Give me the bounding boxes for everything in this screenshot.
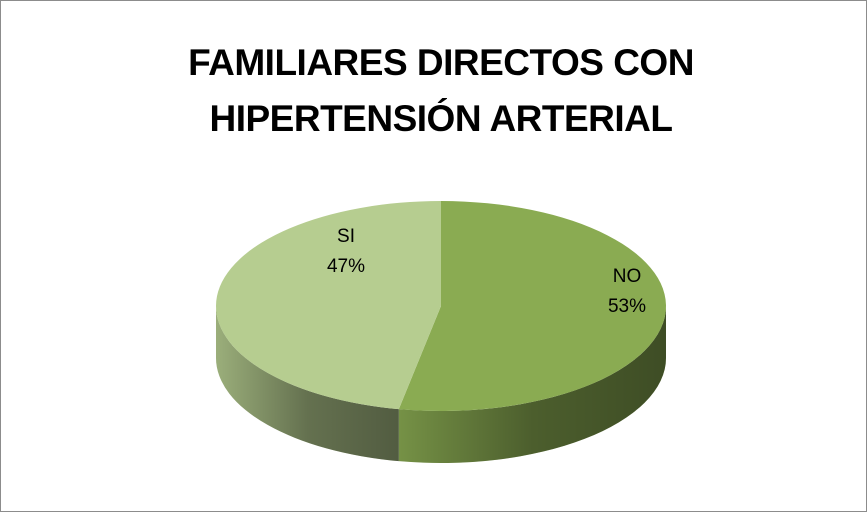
slice-value-label: 53% <box>608 296 646 317</box>
pie-slice <box>398 201 666 411</box>
pie-slice <box>215 201 441 410</box>
chart-title: FAMILIARES DIRECTOS CON HIPERTENSIÓN ART… <box>188 42 694 139</box>
slice-label: NO <box>613 266 642 287</box>
pie-side-shade <box>398 306 666 463</box>
slice-value-label: 47% <box>327 256 365 277</box>
slice-label: SI <box>337 226 355 247</box>
pie-side-shade <box>216 306 399 462</box>
